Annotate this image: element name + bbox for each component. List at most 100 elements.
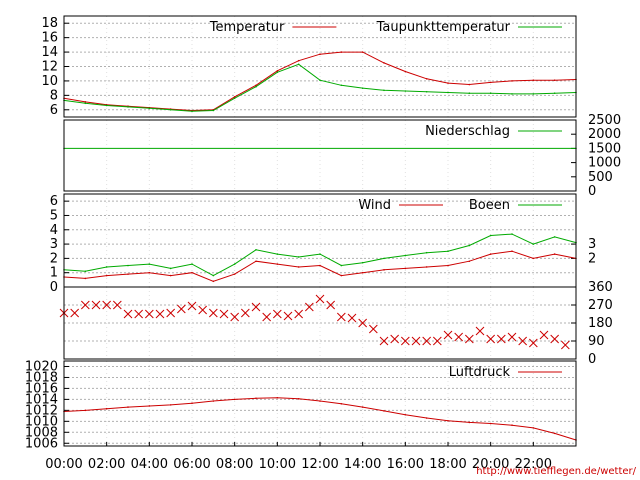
data-point: [383, 89, 385, 92]
y-tick-label: 2: [50, 251, 58, 266]
data-point: [169, 404, 172, 406]
y-tick-label-right: 90: [588, 334, 605, 349]
y-tick-label: 1: [50, 266, 58, 281]
data-point: [361, 87, 364, 89]
data-point: [468, 92, 471, 94]
legend-label: Taupunkttemperatur: [376, 20, 511, 35]
direction-marker: [144, 309, 154, 319]
data-point: [191, 271, 193, 274]
data-point: [233, 96, 236, 98]
direction-marker: [336, 312, 346, 322]
data-point: [361, 406, 364, 408]
direction-marker: [358, 318, 368, 328]
data-point: [105, 407, 108, 410]
x-tick-label: 04:00: [131, 457, 168, 472]
direction-marker: [390, 334, 400, 344]
direction-marker: [496, 334, 506, 344]
direction-marker: [240, 308, 250, 318]
data-point: [191, 263, 193, 265]
data-point: [489, 234, 492, 237]
data-point: [84, 277, 87, 280]
panel-frame: [63, 119, 577, 192]
direction-marker: [443, 330, 453, 340]
data-point: [447, 82, 449, 84]
data-point: [404, 413, 407, 416]
credit-link[interactable]: http://www.tiefflegen.de/wetter/: [476, 466, 636, 477]
data-point: [361, 271, 364, 274]
data-point: [276, 263, 279, 265]
data-point: [489, 422, 492, 425]
data-point: [361, 51, 364, 53]
y-tick-label: 5: [50, 208, 58, 223]
legend-label: Boeen: [469, 198, 510, 213]
direction-marker: [80, 300, 90, 310]
direction-marker: [347, 313, 357, 323]
data-point: [276, 70, 279, 72]
data-point: [532, 93, 535, 95]
data-point: [425, 251, 428, 254]
data-point: [447, 419, 449, 422]
direction-marker: [134, 309, 144, 319]
data-point: [340, 402, 343, 405]
y-tick-label-right: 270: [588, 298, 613, 313]
y-tick-label: 3: [50, 237, 58, 252]
data-point: [276, 396, 279, 399]
direction-marker: [528, 338, 538, 348]
data-point: [425, 77, 428, 80]
direction-marker: [560, 340, 570, 350]
data-point: [404, 254, 407, 257]
data-point: [233, 263, 236, 265]
x-tick-label: 00:00: [45, 457, 82, 472]
y-tick-label: 1008: [25, 425, 58, 440]
y-tick-label-right: 1000: [588, 156, 621, 171]
data-point: [511, 80, 513, 82]
y-tick-label: 1012: [25, 403, 58, 418]
x-tick-label: 08:00: [216, 457, 253, 472]
data-point: [383, 410, 385, 412]
x-tick-label: 12:00: [301, 457, 338, 472]
y-tick-label: 1014: [25, 392, 58, 407]
data-point: [212, 280, 215, 283]
data-point: [511, 250, 513, 253]
y-tick-label-right: 2500: [588, 113, 621, 128]
data-point: [553, 79, 556, 82]
data-point: [468, 83, 471, 86]
y-tick-label-right: 180: [588, 316, 613, 331]
data-point: [553, 253, 556, 255]
direction-marker: [166, 308, 176, 318]
direction-marker: [304, 302, 314, 312]
direction-marker: [219, 309, 229, 319]
data-point: [340, 51, 343, 53]
data-point: [553, 432, 556, 435]
data-point: [84, 102, 87, 105]
direction-marker: [112, 300, 122, 310]
data-point: [511, 93, 513, 95]
data-point: [404, 70, 407, 73]
y-tick-label-right: 0: [588, 184, 596, 199]
panel-frame: [63, 15, 577, 118]
data-point: [84, 409, 87, 412]
x-tick-label: 06:00: [173, 457, 210, 472]
data-point: [383, 62, 385, 64]
data-point: [447, 264, 449, 267]
data-point: [276, 253, 279, 255]
panel-frame: [63, 286, 577, 360]
y-tick-label: 1010: [25, 414, 58, 429]
x-tick-label: 02:00: [88, 457, 125, 472]
data-point: [127, 273, 129, 275]
data-point: [553, 92, 556, 94]
x-tick-label: 14:00: [344, 457, 381, 472]
data-point: [319, 264, 321, 267]
direction-marker: [432, 336, 442, 346]
data-point: [447, 91, 449, 94]
y-tick-label: 1020: [25, 359, 58, 374]
data-point: [319, 79, 321, 82]
data-point: [468, 260, 471, 263]
data-point: [532, 79, 535, 82]
data-point: [169, 274, 172, 277]
data-point: [532, 427, 535, 429]
